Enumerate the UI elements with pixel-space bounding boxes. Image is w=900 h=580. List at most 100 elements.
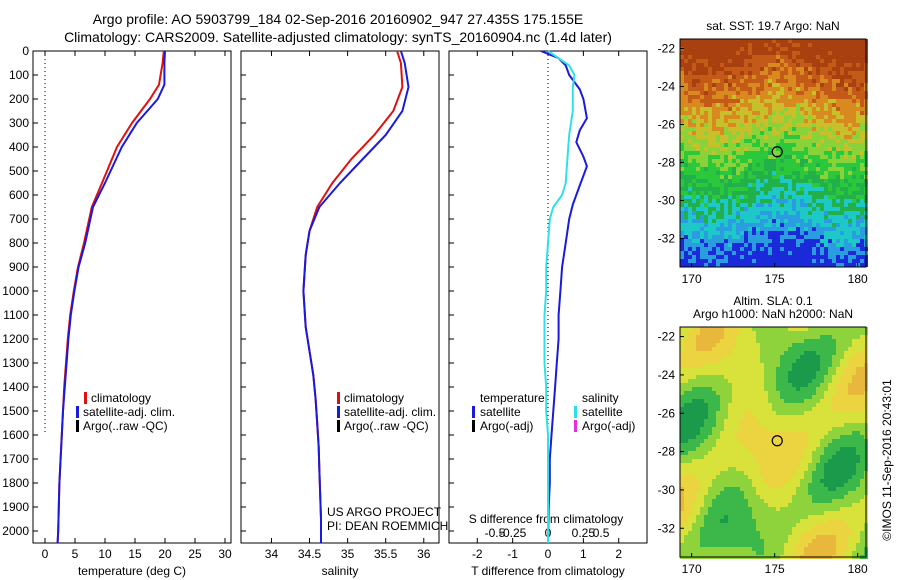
map-cell <box>696 47 700 51</box>
map-cell <box>764 415 768 419</box>
map-cell <box>804 439 808 443</box>
map-cell <box>832 423 836 427</box>
map-cell <box>824 199 828 203</box>
map-cell <box>852 431 856 435</box>
map-cell <box>824 439 828 443</box>
map-cell <box>732 159 736 163</box>
map-cell <box>684 399 688 403</box>
map-cell <box>684 115 688 119</box>
map-cell <box>856 411 860 415</box>
map-cell <box>828 459 832 463</box>
map-cell <box>784 395 788 399</box>
map-cell <box>772 111 776 115</box>
map-cell <box>704 415 708 419</box>
map-cell <box>840 163 844 167</box>
map-cell <box>696 187 700 191</box>
map-cell <box>844 43 848 47</box>
map-cell <box>740 71 744 75</box>
map-cell <box>840 79 844 83</box>
map-cell <box>728 63 732 67</box>
map-cell <box>744 103 748 107</box>
map-cell <box>780 107 784 111</box>
map-cell <box>732 183 736 187</box>
map-cell <box>748 147 752 151</box>
map-cell <box>852 107 856 111</box>
map-cell <box>700 59 704 63</box>
map-cell <box>844 131 848 135</box>
map-cell <box>776 259 780 263</box>
map-cell <box>844 39 848 43</box>
map-cell <box>776 103 780 107</box>
map-cell <box>728 115 732 119</box>
map-cell <box>756 107 760 111</box>
map-cell <box>696 171 700 175</box>
map-cell <box>832 39 836 43</box>
map-cell <box>784 243 788 247</box>
map-cell <box>804 159 808 163</box>
map-cell <box>772 71 776 75</box>
map-cell <box>768 483 772 487</box>
map-cell <box>824 431 828 435</box>
map-cell <box>772 59 776 63</box>
map-cell <box>836 391 840 395</box>
map-cell <box>756 347 760 351</box>
map-cell <box>764 499 768 503</box>
map-cell <box>740 327 744 331</box>
map-cell <box>784 103 788 107</box>
map-cell <box>772 483 776 487</box>
map-cell <box>788 359 792 363</box>
map-cell <box>804 243 808 247</box>
map-cell <box>800 343 804 347</box>
map-cell <box>788 383 792 387</box>
map-cell <box>724 147 728 151</box>
map-cell <box>840 395 844 399</box>
map-cell <box>840 231 844 235</box>
map-cell <box>836 331 840 335</box>
map-cell <box>792 171 796 175</box>
map-cell <box>724 483 728 487</box>
map-cell <box>844 203 848 207</box>
map-cell <box>852 123 856 127</box>
map-cell <box>808 423 812 427</box>
map-cell <box>680 343 684 347</box>
map-cell <box>800 55 804 59</box>
map-cell <box>768 39 772 43</box>
map-cell <box>740 231 744 235</box>
map-cell <box>796 167 800 171</box>
map-cell <box>756 383 760 387</box>
map-cell <box>844 127 848 131</box>
map-cell <box>856 363 860 367</box>
map-cell <box>768 123 772 127</box>
map-cell <box>732 259 736 263</box>
map-cell <box>832 59 836 63</box>
map-cell <box>716 47 720 51</box>
map-cell <box>688 263 692 267</box>
map-cell <box>720 219 724 223</box>
map-cell <box>700 491 704 495</box>
map-cell <box>740 123 744 127</box>
map-cell <box>860 175 864 179</box>
map-cell <box>708 191 712 195</box>
map-cell <box>688 483 692 487</box>
map-cell <box>812 435 816 439</box>
map-cell <box>744 383 748 387</box>
map-cell <box>692 151 696 155</box>
map-cell <box>812 487 816 491</box>
map-cell <box>780 379 784 383</box>
map-cell <box>696 411 700 415</box>
map-cell <box>796 163 800 167</box>
map-cell <box>752 39 756 43</box>
map-cell <box>748 339 752 343</box>
map-cell <box>828 119 832 123</box>
map-cell <box>736 175 740 179</box>
map-cell <box>820 467 824 471</box>
map-cell <box>856 75 860 79</box>
map-cell <box>788 403 792 407</box>
map-cell <box>712 171 716 175</box>
map-cell <box>748 451 752 455</box>
map-cell <box>688 163 692 167</box>
map-cell <box>744 143 748 147</box>
map-cell <box>688 259 692 263</box>
map-cell <box>796 443 800 447</box>
map-cell <box>756 359 760 363</box>
